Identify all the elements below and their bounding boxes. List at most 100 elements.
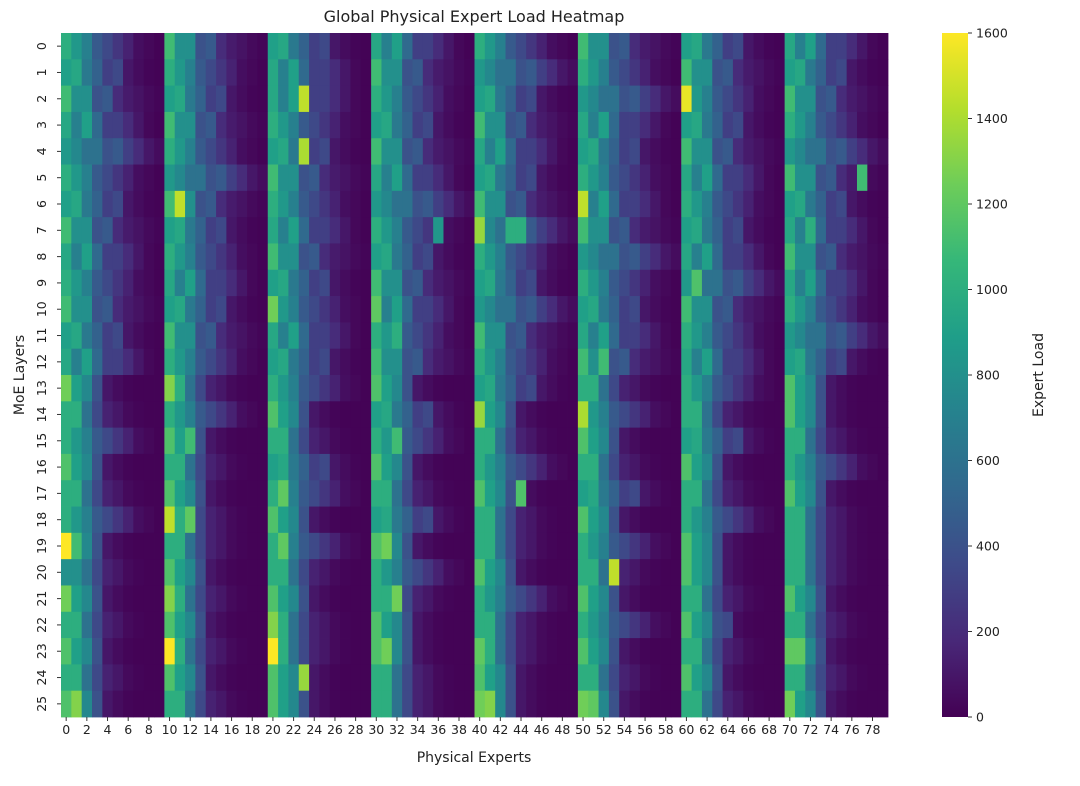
heatmap-cell <box>567 559 579 586</box>
heatmap-cell <box>71 348 83 376</box>
heatmap-cell <box>753 506 765 534</box>
heatmap-cell <box>526 480 537 507</box>
heatmap-cell <box>650 164 661 192</box>
heatmap-cell <box>515 217 527 244</box>
heatmap-cell <box>247 611 258 639</box>
heatmap-cell <box>381 453 393 481</box>
heatmap-cell <box>763 190 775 218</box>
heatmap-cell <box>670 138 682 165</box>
heatmap-cell <box>794 243 806 271</box>
heatmap-cell <box>402 85 413 113</box>
heatmap-cell <box>794 322 806 350</box>
heatmap-cell <box>123 532 134 560</box>
heatmap-cell <box>288 427 300 455</box>
heatmap-cell <box>619 296 630 323</box>
heatmap-cell <box>763 506 775 534</box>
heatmap-cell <box>443 690 455 718</box>
heatmap-cell <box>629 453 641 481</box>
heatmap-cell <box>391 480 403 507</box>
y-tick-label: 19 <box>34 538 49 554</box>
heatmap-cell <box>722 322 734 350</box>
heatmap-cell <box>877 638 889 665</box>
heatmap-cell <box>505 111 517 139</box>
heatmap-cell <box>794 559 806 586</box>
heatmap-cell <box>722 190 734 218</box>
heatmap-cell <box>546 85 558 113</box>
heatmap-cell <box>433 664 444 692</box>
heatmap-cell <box>453 559 465 586</box>
heatmap-cell <box>743 453 755 481</box>
heatmap-cell <box>846 559 858 586</box>
heatmap-cell <box>350 243 362 271</box>
heatmap-cell <box>381 559 393 586</box>
heatmap-cell <box>381 585 393 613</box>
heatmap-cell <box>557 296 568 323</box>
heatmap-cell <box>774 690 786 718</box>
heatmap-cell <box>608 33 620 60</box>
heatmap-cell <box>701 59 713 87</box>
heatmap-cell <box>515 638 527 665</box>
heatmap-cell <box>691 33 703 60</box>
heatmap-cell <box>877 480 889 507</box>
heatmap-cell <box>722 243 734 271</box>
heatmap-cell <box>329 33 341 60</box>
heatmap-cell <box>195 506 207 534</box>
heatmap-cell <box>61 85 72 113</box>
heatmap-cell <box>278 243 289 271</box>
heatmap-cell <box>608 59 620 87</box>
heatmap-cell <box>195 559 207 586</box>
heatmap-cell <box>174 59 186 87</box>
heatmap-cell <box>484 348 496 376</box>
heatmap-cell <box>763 217 775 244</box>
heatmap-cell <box>309 611 320 639</box>
heatmap-cell <box>763 611 775 639</box>
heatmap-cell <box>846 585 858 613</box>
heatmap-cell <box>495 401 506 429</box>
heatmap-cell <box>825 33 837 60</box>
heatmap-cell <box>825 532 837 560</box>
heatmap-cell <box>712 375 723 402</box>
heatmap-cell <box>577 375 589 402</box>
heatmap-cell <box>650 611 661 639</box>
heatmap-cell <box>546 480 558 507</box>
heatmap-cell <box>712 217 723 244</box>
heatmap-cell <box>309 138 320 165</box>
heatmap-cell <box>371 243 382 271</box>
heatmap-cell <box>371 453 382 481</box>
heatmap-cell <box>185 190 196 218</box>
heatmap-cell <box>681 217 692 244</box>
heatmap-cell <box>577 164 589 192</box>
heatmap-cell <box>360 480 372 507</box>
heatmap-cell <box>81 453 93 481</box>
heatmap-cell <box>629 401 641 429</box>
heatmap-cell <box>784 111 796 139</box>
heatmap-cell <box>701 664 713 692</box>
heatmap-cell <box>216 427 227 455</box>
heatmap-cell <box>784 375 796 402</box>
heatmap-cell <box>112 506 124 534</box>
heatmap-cell <box>360 164 372 192</box>
heatmap-cell <box>825 217 837 244</box>
heatmap-cell <box>619 559 630 586</box>
heatmap-cell <box>288 85 300 113</box>
heatmap-cell <box>743 401 755 429</box>
heatmap-cell <box>743 269 755 297</box>
heatmap-cell <box>360 506 372 534</box>
heatmap-cell <box>350 664 362 692</box>
heatmap-cell <box>112 611 124 639</box>
heatmap-cell <box>877 611 889 639</box>
heatmap-cell <box>381 243 393 271</box>
heatmap-cell <box>247 217 258 244</box>
heatmap-cell <box>278 585 289 613</box>
x-tick-label: 74 <box>823 722 839 737</box>
heatmap-cell <box>236 85 248 113</box>
heatmap-cell <box>670 638 682 665</box>
heatmap-cell <box>102 690 114 718</box>
heatmap-cell <box>825 690 837 718</box>
heatmap-cell <box>660 611 672 639</box>
heatmap-cell <box>732 190 744 218</box>
heatmap-cell <box>794 296 806 323</box>
heatmap-cell <box>381 322 393 350</box>
heatmap-cell <box>598 480 610 507</box>
heatmap-cell <box>670 33 682 60</box>
